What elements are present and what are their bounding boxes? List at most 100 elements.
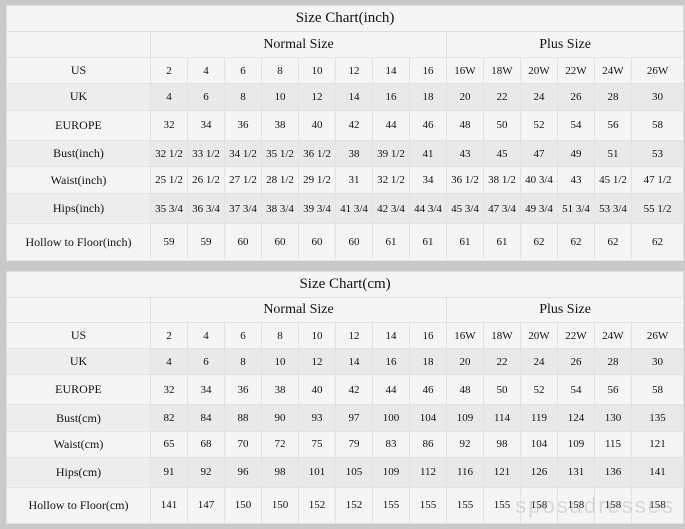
cell-hips-7: 112 [409, 456, 447, 488]
cell-bust-7: 104 [409, 404, 447, 432]
row-label-hips: Hips(inch) [6, 192, 151, 225]
cell-us-4: 10 [298, 322, 336, 350]
table-row: Hollow to Floor(cm) 141 147 150 150 152 … [6, 486, 685, 525]
cell-hips-10: 49 3/4 [520, 192, 558, 225]
cell-us-8: 16W [446, 56, 484, 85]
cell-waist-0: 65 [150, 430, 188, 458]
cell-waist-4: 29 1/2 [298, 166, 336, 194]
cell-bust-6: 100 [372, 404, 410, 432]
cell-hollow-8: 61 [446, 223, 484, 261]
cell-waist-13: 47 1/2 [630, 166, 685, 194]
table-row: Hips(inch) 35 3/4 36 3/4 37 3/4 38 3/4 3… [6, 192, 685, 225]
cell-bust-8: 109 [446, 404, 484, 432]
cell-uk-3: 10 [261, 348, 299, 376]
cell-europe-11: 54 [557, 109, 595, 142]
cell-hips-6: 109 [372, 456, 410, 488]
cell-bust-4: 93 [298, 404, 336, 432]
cell-waist-7: 86 [409, 430, 447, 458]
title-row: Size Chart(cm) [6, 271, 684, 299]
cell-hips-1: 36 3/4 [187, 192, 225, 225]
cell-waist-0: 25 1/2 [150, 166, 188, 194]
cell-hollow-12: 158 [594, 486, 632, 525]
cell-uk-13: 30 [630, 348, 685, 376]
cell-waist-2: 70 [224, 430, 262, 458]
cell-hollow-7: 155 [409, 486, 447, 525]
cell-hollow-10: 158 [520, 486, 558, 525]
table-row: Waist(cm) 65 68 70 72 75 79 83 86 92 98 … [6, 430, 685, 458]
cell-hips-8: 45 3/4 [446, 192, 484, 225]
cell-hollow-9: 61 [483, 223, 521, 261]
cell-hips-5: 105 [335, 456, 373, 488]
cell-hollow-12: 62 [594, 223, 632, 261]
cell-europe-2: 36 [224, 109, 262, 142]
cell-bust-11: 49 [557, 140, 595, 168]
cell-uk-0: 4 [150, 83, 188, 111]
cell-waist-3: 28 1/2 [261, 166, 299, 194]
cell-europe-8: 48 [446, 374, 484, 406]
chart-title: Size Chart(inch) [6, 5, 684, 33]
cell-hollow-1: 147 [187, 486, 225, 525]
cell-waist-6: 32 1/2 [372, 166, 410, 194]
cell-us-9: 18W [483, 56, 521, 85]
row-label-hollow-to-floor: Hollow to Floor(cm) [6, 486, 151, 525]
group-header-normal-size: Normal Size [150, 31, 447, 58]
cell-bust-0: 82 [150, 404, 188, 432]
size-chart-inch-table: Size Chart(inch) Normal Size Plus Size U… [6, 5, 685, 261]
cell-waist-10: 40 3/4 [520, 166, 558, 194]
cell-us-7: 16 [409, 322, 447, 350]
cell-hips-3: 98 [261, 456, 299, 488]
row-label-europe: EUROPE [6, 374, 151, 406]
cell-uk-3: 10 [261, 83, 299, 111]
cell-europe-3: 38 [261, 374, 299, 406]
cell-bust-9: 45 [483, 140, 521, 168]
size-chart-inch-body: Size Chart(inch) Normal Size Plus Size U… [6, 5, 685, 261]
cell-us-1: 4 [187, 56, 225, 85]
cell-uk-4: 12 [298, 83, 336, 111]
cell-hollow-10: 62 [520, 223, 558, 261]
cell-bust-10: 119 [520, 404, 558, 432]
cell-waist-11: 109 [557, 430, 595, 458]
cell-hips-2: 96 [224, 456, 262, 488]
cell-hollow-11: 158 [557, 486, 595, 525]
cell-waist-2: 27 1/2 [224, 166, 262, 194]
cell-bust-2: 34 1/2 [224, 140, 262, 168]
cell-hollow-4: 152 [298, 486, 336, 525]
cell-us-11: 22W [557, 56, 595, 85]
cell-uk-6: 16 [372, 83, 410, 111]
cell-waist-1: 68 [187, 430, 225, 458]
cell-uk-7: 18 [409, 348, 447, 376]
cell-europe-2: 36 [224, 374, 262, 406]
table-row: Hollow to Floor(inch) 59 59 60 60 60 60 … [6, 223, 685, 261]
cell-europe-6: 44 [372, 374, 410, 406]
group-header-spacer [6, 31, 151, 58]
cell-hollow-9: 155 [483, 486, 521, 525]
cell-waist-9: 38 1/2 [483, 166, 521, 194]
cell-europe-11: 54 [557, 374, 595, 406]
cell-bust-7: 41 [409, 140, 447, 168]
cell-uk-2: 8 [224, 348, 262, 376]
cell-hollow-8: 155 [446, 486, 484, 525]
cell-uk-13: 30 [630, 83, 685, 111]
row-label-waist: Waist(cm) [6, 430, 151, 458]
group-header-row: Normal Size Plus Size [6, 31, 685, 58]
cell-bust-8: 43 [446, 140, 484, 168]
cell-uk-11: 26 [557, 348, 595, 376]
cell-hips-1: 92 [187, 456, 225, 488]
cell-hollow-2: 150 [224, 486, 262, 525]
cell-hips-5: 41 3/4 [335, 192, 373, 225]
cell-hips-10: 126 [520, 456, 558, 488]
cell-europe-9: 50 [483, 374, 521, 406]
cell-waist-5: 79 [335, 430, 373, 458]
table-row: EUROPE 32 34 36 38 40 42 44 46 48 50 52 … [6, 374, 685, 406]
cell-waist-3: 72 [261, 430, 299, 458]
cell-us-10: 20W [520, 56, 558, 85]
cell-waist-10: 104 [520, 430, 558, 458]
cell-us-10: 20W [520, 322, 558, 350]
cell-hollow-6: 155 [372, 486, 410, 525]
cell-europe-7: 46 [409, 109, 447, 142]
cell-uk-4: 12 [298, 348, 336, 376]
cell-hips-2: 37 3/4 [224, 192, 262, 225]
cell-hips-4: 39 3/4 [298, 192, 336, 225]
cell-bust-12: 51 [594, 140, 632, 168]
